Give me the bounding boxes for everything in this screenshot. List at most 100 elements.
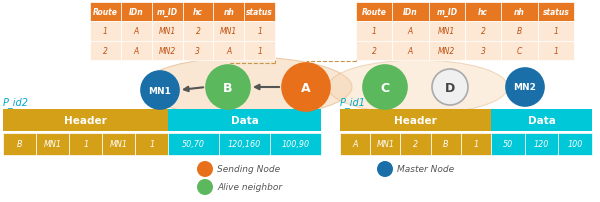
FancyBboxPatch shape xyxy=(102,133,135,155)
Text: MN1: MN1 xyxy=(44,140,62,149)
Text: MN1: MN1 xyxy=(149,86,172,95)
FancyBboxPatch shape xyxy=(465,41,502,61)
Circle shape xyxy=(377,161,393,177)
Text: 50,70: 50,70 xyxy=(182,140,205,149)
FancyBboxPatch shape xyxy=(538,41,574,61)
Text: 2: 2 xyxy=(103,47,108,56)
Text: nh: nh xyxy=(514,8,525,17)
FancyBboxPatch shape xyxy=(3,133,36,155)
Circle shape xyxy=(282,64,330,112)
Text: 1: 1 xyxy=(103,27,108,36)
FancyBboxPatch shape xyxy=(356,22,392,41)
Text: MN2: MN2 xyxy=(438,47,455,56)
Text: 3: 3 xyxy=(196,47,200,56)
FancyBboxPatch shape xyxy=(502,41,538,61)
Text: A: A xyxy=(134,47,139,56)
FancyBboxPatch shape xyxy=(502,22,538,41)
Text: IDn: IDn xyxy=(129,8,143,17)
Text: Data: Data xyxy=(231,115,259,125)
Text: 100,90: 100,90 xyxy=(281,140,310,149)
Text: 120,160: 120,160 xyxy=(228,140,262,149)
FancyBboxPatch shape xyxy=(152,3,182,22)
FancyBboxPatch shape xyxy=(392,41,428,61)
FancyBboxPatch shape xyxy=(431,133,461,155)
FancyBboxPatch shape xyxy=(428,3,465,22)
FancyBboxPatch shape xyxy=(36,133,69,155)
FancyBboxPatch shape xyxy=(465,3,502,22)
FancyBboxPatch shape xyxy=(182,22,214,41)
Text: MN1: MN1 xyxy=(110,140,128,149)
Text: hc: hc xyxy=(193,8,203,17)
FancyBboxPatch shape xyxy=(244,22,275,41)
Text: hc: hc xyxy=(478,8,488,17)
Text: 2: 2 xyxy=(413,140,418,149)
Text: D: D xyxy=(445,81,455,94)
Text: 1: 1 xyxy=(553,47,558,56)
FancyBboxPatch shape xyxy=(370,133,400,155)
Text: m_ID: m_ID xyxy=(436,8,457,17)
FancyBboxPatch shape xyxy=(392,22,428,41)
Text: 1: 1 xyxy=(257,47,262,56)
Text: P_id1: P_id1 xyxy=(340,97,366,107)
Text: 2: 2 xyxy=(372,47,377,56)
FancyBboxPatch shape xyxy=(3,109,169,131)
FancyBboxPatch shape xyxy=(244,3,275,22)
Text: MN1: MN1 xyxy=(376,140,394,149)
FancyBboxPatch shape xyxy=(182,41,214,61)
Text: MN2: MN2 xyxy=(158,47,176,56)
Text: 2: 2 xyxy=(481,27,485,36)
Text: P_id2: P_id2 xyxy=(3,97,29,107)
Text: status: status xyxy=(542,8,569,17)
Text: A: A xyxy=(134,27,139,36)
Text: Route: Route xyxy=(362,8,386,17)
Circle shape xyxy=(363,66,407,109)
Text: 50: 50 xyxy=(503,140,513,149)
FancyBboxPatch shape xyxy=(428,41,465,61)
FancyBboxPatch shape xyxy=(169,109,321,131)
FancyBboxPatch shape xyxy=(152,22,182,41)
FancyBboxPatch shape xyxy=(538,3,574,22)
Text: 1: 1 xyxy=(83,140,88,149)
Text: 1: 1 xyxy=(149,140,154,149)
Text: MN2: MN2 xyxy=(514,83,536,92)
FancyBboxPatch shape xyxy=(69,133,102,155)
Text: 1: 1 xyxy=(257,27,262,36)
Text: B: B xyxy=(517,27,522,36)
FancyBboxPatch shape xyxy=(428,22,465,41)
FancyBboxPatch shape xyxy=(461,133,491,155)
FancyBboxPatch shape xyxy=(270,133,321,155)
Circle shape xyxy=(506,69,544,106)
Text: B: B xyxy=(443,140,449,149)
Text: B: B xyxy=(223,81,233,94)
Text: nh: nh xyxy=(223,8,234,17)
FancyBboxPatch shape xyxy=(214,41,244,61)
Circle shape xyxy=(432,70,468,105)
FancyBboxPatch shape xyxy=(538,22,574,41)
Text: MN1: MN1 xyxy=(220,27,238,36)
Text: 100: 100 xyxy=(568,140,583,149)
Text: 1: 1 xyxy=(473,140,479,149)
FancyBboxPatch shape xyxy=(356,3,392,22)
Text: A: A xyxy=(408,47,413,56)
Text: Header: Header xyxy=(394,115,437,125)
Text: 2: 2 xyxy=(196,27,200,36)
Text: Master Node: Master Node xyxy=(397,165,454,174)
Text: C: C xyxy=(380,81,389,94)
Text: 120: 120 xyxy=(534,140,549,149)
Text: A: A xyxy=(226,47,232,56)
Text: 3: 3 xyxy=(481,47,485,56)
FancyBboxPatch shape xyxy=(340,109,491,131)
FancyBboxPatch shape xyxy=(90,41,121,61)
FancyBboxPatch shape xyxy=(182,3,214,22)
FancyBboxPatch shape xyxy=(152,41,182,61)
Circle shape xyxy=(197,161,213,177)
FancyBboxPatch shape xyxy=(559,133,592,155)
FancyBboxPatch shape xyxy=(340,133,370,155)
FancyBboxPatch shape xyxy=(465,22,502,41)
Text: Sending Node: Sending Node xyxy=(217,165,280,174)
Ellipse shape xyxy=(328,61,508,115)
FancyBboxPatch shape xyxy=(491,133,525,155)
FancyBboxPatch shape xyxy=(356,41,392,61)
FancyBboxPatch shape xyxy=(400,133,431,155)
FancyBboxPatch shape xyxy=(502,3,538,22)
